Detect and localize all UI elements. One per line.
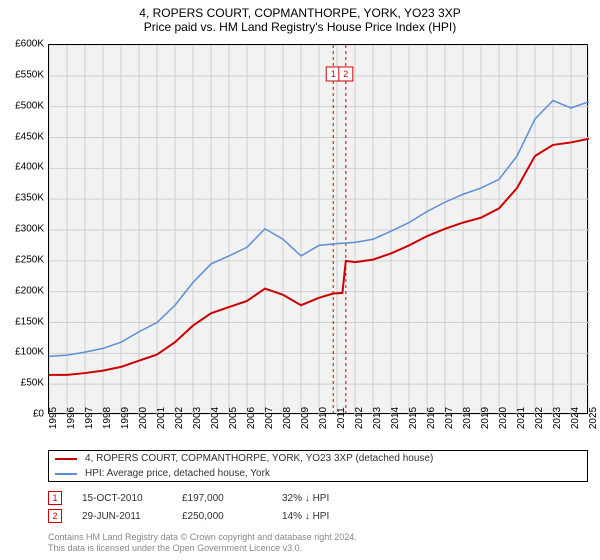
x-tick-label: 2005 — [228, 407, 239, 429]
x-tick-label: 2000 — [138, 407, 149, 429]
sale-row: 1 15-OCT-2010 £197,000 32% ↓ HPI — [48, 489, 362, 507]
x-tick-label: 2009 — [300, 407, 311, 429]
y-tick-label: £50K — [21, 378, 44, 389]
x-tick-label: 2021 — [516, 407, 527, 429]
y-tick-label: £300K — [15, 224, 44, 235]
x-tick-label: 2008 — [282, 407, 293, 429]
x-tick-label: 2002 — [174, 407, 185, 429]
y-tick-label: £350K — [15, 193, 44, 204]
x-tick-label: 2001 — [156, 407, 167, 429]
x-tick-label: 2010 — [318, 407, 329, 429]
legend-line-swatch — [55, 458, 77, 460]
x-tick-label: 2018 — [462, 407, 473, 429]
chart-subtitle: Price paid vs. HM Land Registry's House … — [0, 20, 600, 34]
x-tick-label: 1998 — [102, 407, 113, 429]
y-tick-label: £100K — [15, 347, 44, 358]
x-tick-label: 2019 — [480, 407, 491, 429]
x-tick-label: 1997 — [84, 407, 95, 429]
y-tick-label: £600K — [15, 39, 44, 50]
y-tick-label: £500K — [15, 100, 44, 111]
sale-price: £250,000 — [182, 511, 262, 522]
chart-title: 4, ROPERS COURT, COPMANTHORPE, YORK, YO2… — [0, 6, 600, 20]
footer-line-2: This data is licensed under the Open Gov… — [48, 543, 357, 554]
legend-box: 4, ROPERS COURT, COPMANTHORPE, YORK, YO2… — [48, 450, 588, 482]
y-tick-label: £0 — [33, 409, 44, 420]
x-tick-label: 2022 — [534, 407, 545, 429]
x-tick-label: 1996 — [66, 407, 77, 429]
x-tick-label: 2004 — [210, 407, 221, 429]
x-tick-label: 2020 — [498, 407, 509, 429]
legend-label: HPI: Average price, detached house, York — [85, 468, 270, 479]
sales-table: 1 15-OCT-2010 £197,000 32% ↓ HPI 2 29-JUN-201… — [48, 489, 362, 525]
x-tick-label: 2016 — [426, 407, 437, 429]
legend-item: HPI: Average price, detached house, York — [49, 466, 587, 481]
y-tick-label: £400K — [15, 162, 44, 173]
x-tick-label: 2015 — [408, 407, 419, 429]
y-tick-label: £150K — [15, 316, 44, 327]
sale-marker-icon: 1 — [48, 491, 62, 505]
y-tick-label: £450K — [15, 131, 44, 142]
x-tick-label: 2006 — [246, 407, 257, 429]
y-tick-label: £250K — [15, 254, 44, 265]
footer-note: Contains HM Land Registry data © Crown c… — [48, 532, 357, 554]
x-tick-label: 2003 — [192, 407, 203, 429]
legend-label: 4, ROPERS COURT, COPMANTHORPE, YORK, YO2… — [85, 453, 433, 464]
sale-price: £197,000 — [182, 493, 262, 504]
y-tick-label: £200K — [15, 285, 44, 296]
x-tick-label: 2012 — [354, 407, 365, 429]
plot-area: 12 — [48, 44, 588, 414]
x-tick-label: 1999 — [120, 407, 131, 429]
legend-item: 4, ROPERS COURT, COPMANTHORPE, YORK, YO2… — [49, 451, 587, 466]
x-tick-label: 2011 — [336, 407, 347, 429]
svg-text:2: 2 — [343, 69, 348, 79]
sale-date: 29-JUN-2011 — [82, 511, 162, 522]
sale-date: 15-OCT-2010 — [82, 493, 162, 504]
x-tick-label: 2025 — [588, 407, 599, 429]
x-tick-label: 2007 — [264, 407, 275, 429]
chart-container: 4, ROPERS COURT, COPMANTHORPE, YORK, YO2… — [0, 0, 600, 560]
footer-line-1: Contains HM Land Registry data © Crown c… — [48, 532, 357, 543]
x-tick-label: 2024 — [570, 407, 581, 429]
x-tick-label: 2014 — [390, 407, 401, 429]
sale-delta: 32% ↓ HPI — [282, 493, 362, 504]
x-tick-label: 2013 — [372, 407, 383, 429]
y-tick-label: £550K — [15, 69, 44, 80]
x-tick-label: 2017 — [444, 407, 455, 429]
sale-row: 2 29-JUN-2011 £250,000 14% ↓ HPI — [48, 507, 362, 525]
chart-svg: 12 — [49, 45, 589, 415]
legend-line-swatch — [55, 473, 77, 475]
sale-delta: 14% ↓ HPI — [282, 511, 362, 522]
x-tick-label: 2023 — [552, 407, 563, 429]
svg-text:1: 1 — [331, 69, 336, 79]
title-block: 4, ROPERS COURT, COPMANTHORPE, YORK, YO2… — [0, 0, 600, 36]
sale-marker-icon: 2 — [48, 509, 62, 523]
x-tick-label: 1995 — [48, 407, 59, 429]
